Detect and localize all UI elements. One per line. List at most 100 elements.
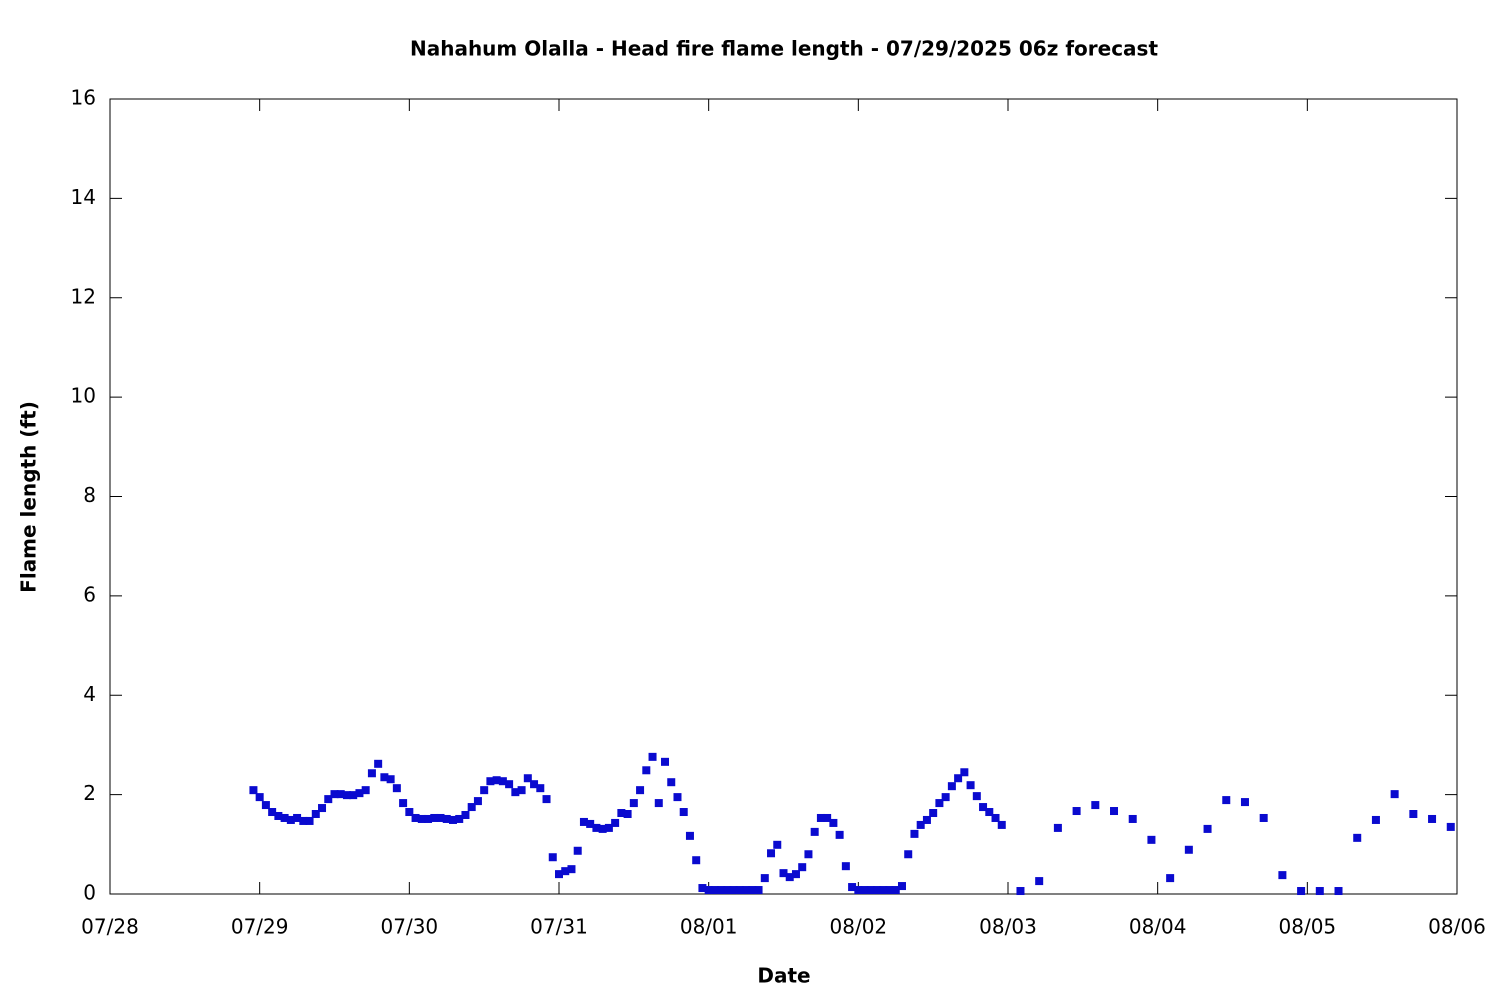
- point: [349, 791, 358, 800]
- point: [473, 797, 482, 806]
- point: [729, 886, 738, 895]
- x-tick-label: 07/31: [530, 915, 588, 939]
- x-tick-label: 07/30: [381, 915, 439, 939]
- y-tick-label: 6: [83, 582, 96, 606]
- point: [997, 820, 1006, 829]
- point: [854, 886, 863, 895]
- chart-title: Nahahum Olalla - Head fire flame length …: [410, 37, 1158, 61]
- point: [673, 793, 682, 802]
- point: [661, 757, 670, 766]
- point: [380, 773, 389, 782]
- point: [623, 810, 632, 819]
- point: [604, 823, 613, 832]
- point: [492, 776, 501, 785]
- point: [1409, 810, 1418, 819]
- y-tick-label: 0: [83, 881, 96, 905]
- point: [1053, 823, 1062, 832]
- point: [411, 813, 420, 822]
- point: [1428, 814, 1437, 823]
- point: [823, 813, 832, 822]
- x-axis-label: Date: [757, 964, 810, 988]
- point: [461, 810, 470, 819]
- point: [392, 784, 401, 793]
- point: [791, 870, 800, 879]
- point: [704, 886, 713, 895]
- point: [698, 884, 707, 893]
- point: [1297, 887, 1306, 896]
- point: [1353, 833, 1362, 842]
- x-tick-label: 08/03: [979, 915, 1037, 939]
- point: [1278, 871, 1287, 880]
- point: [1240, 798, 1249, 807]
- point: [879, 886, 888, 895]
- point: [954, 774, 963, 783]
- point: [785, 873, 794, 882]
- point: [685, 831, 694, 840]
- point: [305, 816, 314, 825]
- point: [268, 808, 277, 817]
- point: [274, 811, 283, 820]
- point: [710, 886, 719, 895]
- point: [405, 808, 414, 817]
- x-tick-label: 08/02: [830, 915, 888, 939]
- point: [841, 862, 850, 871]
- point: [972, 792, 981, 801]
- point: [935, 799, 944, 808]
- point: [1128, 814, 1137, 823]
- point: [1371, 815, 1380, 824]
- point: [773, 840, 782, 849]
- point: [592, 823, 601, 832]
- point: [648, 752, 657, 761]
- point: [430, 813, 439, 822]
- point: [767, 849, 776, 858]
- y-axis-label: Flame length (ft): [17, 401, 41, 593]
- point: [897, 882, 906, 891]
- y-tick-label: 4: [83, 682, 96, 706]
- point: [891, 886, 900, 895]
- point: [810, 827, 819, 836]
- point: [1072, 807, 1081, 816]
- point: [860, 886, 869, 895]
- point: [586, 819, 595, 828]
- point: [386, 775, 395, 784]
- point: [1166, 874, 1175, 883]
- y-tick-label: 10: [71, 384, 96, 408]
- point: [922, 815, 931, 824]
- point: [480, 786, 489, 795]
- y-tick-label: 8: [83, 483, 96, 507]
- point: [904, 850, 913, 859]
- point: [311, 810, 320, 819]
- point: [498, 777, 507, 786]
- point: [286, 815, 295, 824]
- point: [1035, 877, 1044, 886]
- plot-frame: [109, 98, 1458, 895]
- point: [748, 886, 757, 895]
- point: [804, 850, 813, 859]
- point: [916, 820, 925, 829]
- point: [798, 863, 807, 872]
- point: [667, 778, 676, 787]
- point: [1334, 887, 1343, 896]
- point: [1390, 790, 1399, 799]
- point: [536, 784, 545, 793]
- point: [779, 869, 788, 878]
- point: [829, 818, 838, 827]
- point: [517, 786, 526, 795]
- point: [966, 781, 975, 790]
- point: [991, 813, 1000, 822]
- point: [567, 865, 576, 874]
- point: [1315, 887, 1324, 896]
- x-tick-label: 08/04: [1129, 915, 1187, 939]
- point: [293, 813, 302, 822]
- point: [760, 874, 769, 883]
- x-tick-label: 08/05: [1279, 915, 1337, 939]
- point: [1203, 824, 1212, 833]
- y-tick-label: 12: [71, 284, 96, 308]
- point: [399, 799, 408, 808]
- point: [941, 793, 950, 802]
- point: [929, 809, 938, 818]
- point: [723, 886, 732, 895]
- point: [1016, 887, 1025, 896]
- point: [979, 803, 988, 812]
